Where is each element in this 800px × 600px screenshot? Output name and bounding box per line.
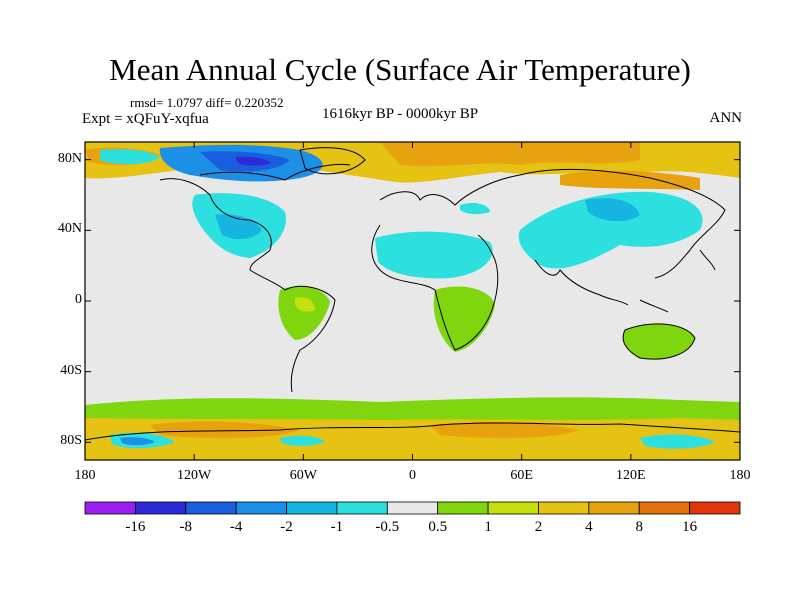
season-label: ANN [709, 110, 743, 126]
lon-tick-label: 180 [74, 468, 96, 483]
colorbar-swatch [235, 501, 287, 515]
colorbar-swatch [487, 501, 539, 515]
colorbar-swatch [437, 501, 489, 515]
colorbar-label: 2 [534, 519, 543, 535]
colorbar-swatch [386, 501, 439, 515]
lat-tick-label: 80S [60, 433, 82, 449]
anomaly-field [85, 142, 740, 460]
colorbar-swatch [286, 501, 338, 515]
anomaly-patch [295, 297, 315, 312]
coastlines [85, 147, 740, 441]
anomaly-patch [235, 156, 272, 166]
lon-tick-label: 120E [616, 468, 646, 483]
lat-tick-label: 0 [75, 292, 82, 307]
colorbar-label: -0.5 [375, 519, 400, 535]
colorbar-swatch [638, 501, 691, 515]
anomaly-patch [380, 142, 640, 167]
colorbar-label: -4 [229, 519, 243, 535]
colorbar-label: 4 [585, 519, 593, 535]
colorbar [84, 501, 741, 515]
anomaly-patch [640, 434, 715, 449]
axis-tick-marks [84, 142, 741, 460]
anomaly-patch [560, 170, 700, 190]
colorbar-swatch [538, 501, 590, 515]
anomaly-patch [150, 421, 300, 439]
anomaly-patch [430, 422, 580, 439]
colorbar-swatch [84, 501, 136, 515]
anomaly-patch [585, 198, 640, 222]
colorbar-swatch [588, 501, 640, 515]
lon-tick-label: 180 [729, 468, 751, 483]
anomaly-patch [375, 231, 493, 279]
colorbar-label: 0.5 [428, 519, 448, 535]
lon-tick-label: 60E [510, 468, 533, 483]
colorbar-label: 16 [682, 519, 698, 535]
lat-tick-label: 40S [60, 362, 82, 378]
colorbar-swatch [185, 501, 237, 515]
anomaly-patch [280, 435, 325, 446]
colorbar-label: 8 [635, 519, 643, 535]
anomaly-patch [85, 397, 740, 421]
stats-text: rmsd= 1.0797 diff= 0.220352 [130, 95, 284, 110]
colorbar-swatch [689, 501, 741, 515]
colorbar-swatch [336, 501, 388, 515]
experiment-label: Expt = xQFuY-xqfua [82, 111, 209, 127]
colorbar-label: 1 [484, 519, 492, 535]
colorbar-swatch [134, 501, 187, 515]
anomaly-patch [100, 149, 160, 165]
anomaly-patch [278, 286, 330, 340]
anomaly-patch [518, 191, 703, 269]
colorbar-label: -16 [125, 519, 146, 535]
colorbar-label: -2 [280, 519, 293, 535]
anomaly-patch [120, 437, 155, 446]
anomaly-patch [623, 323, 695, 360]
chart-title: Mean Annual Cycle (Surface Air Temperatu… [109, 52, 691, 87]
lon-tick-label: 0 [409, 468, 416, 483]
lon-tick-label: 60W [289, 468, 317, 483]
anomaly-patch [460, 202, 490, 215]
period-label: 1616kyr BP - 0000kyr BP [322, 106, 479, 122]
lon-tick-label: 120W [177, 468, 212, 483]
lat-tick-label: 80N [57, 150, 82, 166]
colorbar-label: -8 [179, 519, 193, 535]
lat-tick-label: 40N [57, 221, 82, 237]
colorbar-label: -1 [330, 519, 344, 535]
